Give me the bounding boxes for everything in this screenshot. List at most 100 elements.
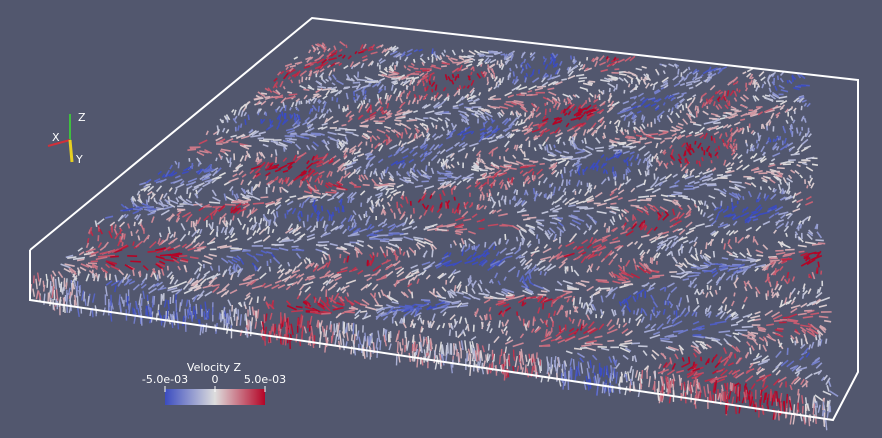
streamline bbox=[209, 202, 220, 203]
streamline bbox=[728, 103, 729, 106]
streamline bbox=[595, 147, 604, 148]
streamline bbox=[387, 95, 388, 101]
streamline bbox=[717, 155, 718, 158]
streamline bbox=[270, 97, 279, 98]
streamline bbox=[431, 97, 432, 100]
streamline bbox=[599, 90, 600, 93]
streamline bbox=[146, 274, 147, 280]
streamline bbox=[541, 291, 548, 292]
streamline bbox=[592, 344, 603, 345]
streamline bbox=[818, 243, 825, 244]
streamline bbox=[428, 57, 429, 60]
streamline bbox=[777, 329, 784, 330]
streamline bbox=[339, 128, 348, 129]
streamline bbox=[178, 162, 179, 168]
streamline bbox=[264, 97, 270, 98]
streamline bbox=[388, 74, 397, 75]
streamline bbox=[318, 178, 319, 184]
streamline bbox=[313, 94, 318, 95]
streamline bbox=[777, 168, 785, 169]
streamline bbox=[424, 253, 425, 257]
streamline bbox=[506, 185, 507, 190]
streamline bbox=[485, 315, 486, 320]
streamline bbox=[820, 341, 821, 345]
streamline bbox=[130, 261, 141, 262]
streamline bbox=[462, 303, 469, 304]
streamline bbox=[394, 213, 395, 219]
streamline bbox=[627, 140, 635, 141]
streamline bbox=[143, 207, 151, 208]
streamline bbox=[638, 196, 649, 197]
streamline bbox=[105, 272, 106, 278]
streamline bbox=[658, 73, 659, 75]
streamline bbox=[272, 229, 273, 233]
streamline bbox=[723, 115, 727, 116]
streamline bbox=[185, 265, 186, 269]
streamline bbox=[615, 138, 620, 139]
streamline bbox=[708, 358, 709, 363]
streamline bbox=[303, 89, 309, 90]
streamline bbox=[248, 115, 249, 120]
streamline bbox=[478, 204, 479, 210]
streamline bbox=[767, 126, 768, 131]
streamline bbox=[352, 222, 353, 227]
streamline bbox=[650, 196, 656, 197]
streamline bbox=[383, 239, 389, 240]
streamline bbox=[706, 242, 707, 249]
streamline bbox=[687, 169, 688, 174]
streamline bbox=[268, 184, 269, 188]
streamline bbox=[551, 192, 552, 199]
streamline bbox=[721, 176, 728, 177]
streamline bbox=[637, 295, 638, 300]
streamline bbox=[342, 125, 347, 126]
streamline bbox=[404, 90, 405, 93]
streamline bbox=[432, 54, 433, 57]
streamline bbox=[533, 318, 534, 326]
streamline bbox=[756, 82, 757, 85]
streamline bbox=[580, 297, 581, 304]
streamline bbox=[642, 115, 643, 120]
streamline bbox=[589, 81, 595, 82]
streamline bbox=[346, 79, 351, 80]
streamline bbox=[453, 106, 459, 107]
streamline bbox=[193, 221, 194, 227]
streamline bbox=[517, 237, 518, 241]
streamline bbox=[740, 119, 745, 120]
streamline bbox=[535, 195, 536, 201]
streamline bbox=[216, 142, 223, 143]
streamline bbox=[653, 85, 654, 90]
streamline bbox=[490, 314, 491, 320]
streamline bbox=[534, 188, 535, 194]
streamline bbox=[734, 293, 735, 297]
streamline bbox=[187, 188, 188, 194]
streamline bbox=[436, 58, 437, 61]
streamline bbox=[480, 194, 481, 198]
streamline bbox=[311, 133, 320, 134]
streamline bbox=[322, 206, 323, 212]
streamline bbox=[446, 203, 447, 209]
streamline bbox=[778, 76, 779, 81]
streamline bbox=[469, 76, 470, 80]
streamline bbox=[353, 82, 360, 83]
streamline bbox=[719, 146, 720, 150]
streamline bbox=[799, 251, 805, 252]
streamline bbox=[504, 156, 505, 160]
streamline bbox=[649, 159, 650, 163]
streamline bbox=[678, 250, 679, 256]
streamline bbox=[271, 249, 279, 250]
streamline bbox=[310, 197, 320, 198]
streamline bbox=[437, 230, 447, 231]
streamline bbox=[98, 256, 110, 257]
streamline bbox=[742, 327, 753, 328]
streamline bbox=[579, 78, 587, 79]
streamline bbox=[377, 253, 378, 257]
streamline bbox=[516, 130, 520, 131]
streamline bbox=[546, 320, 547, 325]
streamline bbox=[608, 177, 609, 180]
streamline bbox=[280, 187, 281, 193]
streamline bbox=[770, 139, 771, 143]
streamline bbox=[656, 158, 657, 162]
streamline bbox=[445, 171, 451, 172]
streamline bbox=[241, 124, 242, 128]
streamline bbox=[422, 70, 429, 71]
